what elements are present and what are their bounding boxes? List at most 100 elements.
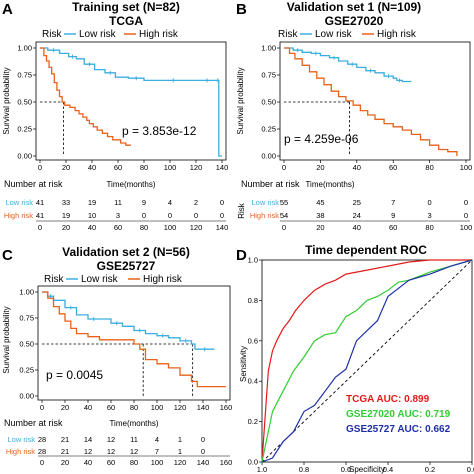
panel-a-risk-row-high-label: High risk <box>4 211 33 220</box>
risk-table-cell: 0 <box>168 211 172 220</box>
risk-xtick-label: 20 <box>62 223 70 232</box>
ytick-label: 0.25 <box>19 366 34 375</box>
risk-table-cell: 9 <box>142 198 146 207</box>
risk-table-cell: 0 <box>201 447 205 456</box>
panel-c-legend-high: High risk <box>143 274 183 285</box>
ytick-label: 0.8 <box>248 296 258 305</box>
risk-table-cell: 14 <box>84 435 92 444</box>
panel-b-median-lines <box>284 101 350 156</box>
xtick-label: 40 <box>353 163 361 172</box>
ytick-label: 0.50 <box>261 98 276 107</box>
panel-d-auc-gse27020: GSE27020 AUC: 0.719 <box>346 409 451 420</box>
panel-c: C Validation set 2 (N=56) GSE25727 Risk … <box>2 245 232 467</box>
risk-table-cell: 0 <box>464 198 468 207</box>
risk-table-cell: 24 <box>353 211 361 220</box>
risk-table-cell: 3 <box>428 211 432 220</box>
risk-table-cell: 4 <box>155 435 159 444</box>
panel-a-legend-title: Risk <box>42 29 62 40</box>
panel-a-subtitle: TCGA <box>109 14 143 28</box>
xtick-label: 100 <box>460 163 473 172</box>
risk-table-cell: 12 <box>107 435 115 444</box>
panel-c-xlabel: Time(months) <box>109 419 158 428</box>
risk-table-cell: 45 <box>316 198 324 207</box>
risk-xtick-label: 100 <box>460 223 473 232</box>
panel-b-risk-row-low-label: Low risk <box>251 198 279 207</box>
panel-c-subtitle: GSE25727 <box>97 259 156 273</box>
panel-a-legend-low: Low risk <box>79 29 117 40</box>
panel-b-risk-axis-label: Risk <box>237 202 246 219</box>
panel-a-xlabel: Time(months) <box>106 180 155 189</box>
panel-b-letter: B <box>236 1 247 18</box>
panel-c-risk-row-high-label: High risk <box>6 447 35 456</box>
risk-xtick-label: 100 <box>164 223 177 232</box>
risk-table-cell: 12 <box>130 447 138 456</box>
risk-xtick-label: 140 <box>216 223 229 232</box>
risk-table-cell: 21 <box>61 435 69 444</box>
ytick-label: 0.75 <box>19 314 34 323</box>
risk-table-cell: 28 <box>38 447 46 456</box>
risk-xtick-label: 80 <box>425 223 433 232</box>
panel-b-risk-table: 55 45 25 7 0 0 54 38 24 9 3 0 <box>280 198 468 220</box>
panel-b-legend-low: Low risk <box>315 29 353 40</box>
risk-xtick-label: 80 <box>130 458 138 467</box>
xtick-label: 60 <box>114 163 122 172</box>
panel-a-frame <box>35 41 227 161</box>
risk-table-cell: 21 <box>61 447 69 456</box>
risk-xtick-label: 60 <box>389 223 397 232</box>
ytick-label: 0.4 <box>248 377 258 386</box>
risk-xtick-label: 40 <box>353 223 361 232</box>
panel-d: D Time dependent ROC Sensitivity 0.00.20… <box>236 243 474 474</box>
risk-table-cell: 55 <box>280 198 288 207</box>
ytick-label: 0.75 <box>261 71 276 80</box>
xtick-label: 80 <box>130 403 138 412</box>
panel-b-title: Validation set 1 (N=109) <box>287 0 421 14</box>
panel-d-diagonal-reference <box>261 259 473 463</box>
risk-xtick-label: 140 <box>197 458 210 467</box>
risk-table-cell: 28 <box>38 435 46 444</box>
risk-xtick-label: 20 <box>316 223 324 232</box>
panel-d-frame <box>261 259 473 463</box>
xtick-label: 100 <box>164 163 177 172</box>
panel-c-risk-xticks: 0 20 40 60 80 100 120 140 160 <box>38 455 232 467</box>
panel-d-gse25727-roc-curve <box>261 259 473 463</box>
panel-a-risk-table: 41 33 19 11 9 4 2 0 41 19 10 3 0 0 0 0 <box>36 198 224 220</box>
ytick-label: 0.75 <box>17 71 32 80</box>
xtick-label: 160 <box>220 403 233 412</box>
xtick-label: 0.6 <box>341 465 351 474</box>
ytick-label: 0.25 <box>17 125 32 134</box>
risk-table-cell: 0 <box>142 211 146 220</box>
panel-a-number-at-risk-label: Number at risk <box>4 179 63 189</box>
ytick-label: 0.00 <box>19 392 34 401</box>
risk-table-cell: 7 <box>391 198 395 207</box>
risk-table-cell: 38 <box>316 211 324 220</box>
risk-table-cell: 4 <box>168 198 172 207</box>
ytick-label: 0.50 <box>17 98 32 107</box>
risk-table-cell: 12 <box>107 447 115 456</box>
xtick-label: 0.2 <box>425 465 435 474</box>
risk-table-cell: 0 <box>201 435 205 444</box>
risk-table-cell: 19 <box>88 198 96 207</box>
panel-a-yticks: 0.00 0.25 0.50 0.75 1.00 <box>17 44 36 161</box>
xtick-label: 40 <box>88 163 96 172</box>
ytick-label: 0.50 <box>19 340 34 349</box>
panel-a-title: Training set (N=82) <box>72 0 180 14</box>
risk-table-cell: 11 <box>114 198 122 207</box>
panel-b: B Validation set 1 (N=109) GSE27020 Risk… <box>236 0 472 232</box>
risk-table-cell: 11 <box>130 435 138 444</box>
ytick-label: 0.6 <box>248 336 258 345</box>
xtick-label: 100 <box>151 403 164 412</box>
panel-c-high-risk-curve <box>42 291 226 388</box>
risk-xtick-label: 20 <box>61 458 69 467</box>
risk-xtick-label: 120 <box>174 458 187 467</box>
panel-b-xticks: 0 20 40 60 80 100 <box>282 160 472 172</box>
risk-table-cell: 19 <box>62 211 70 220</box>
panel-d-ylabel: Sensitivity <box>239 346 248 382</box>
xtick-label: 140 <box>197 403 210 412</box>
xtick-label: 1.0 <box>257 465 267 474</box>
risk-xtick-label: 60 <box>107 458 115 467</box>
xtick-label: 20 <box>62 163 70 172</box>
panel-d-auc-tcga: TCGA AUC: 0.899 <box>346 394 430 405</box>
xtick-label: 20 <box>316 163 324 172</box>
xtick-label: 0 <box>282 163 286 172</box>
risk-table-cell: 9 <box>391 211 395 220</box>
